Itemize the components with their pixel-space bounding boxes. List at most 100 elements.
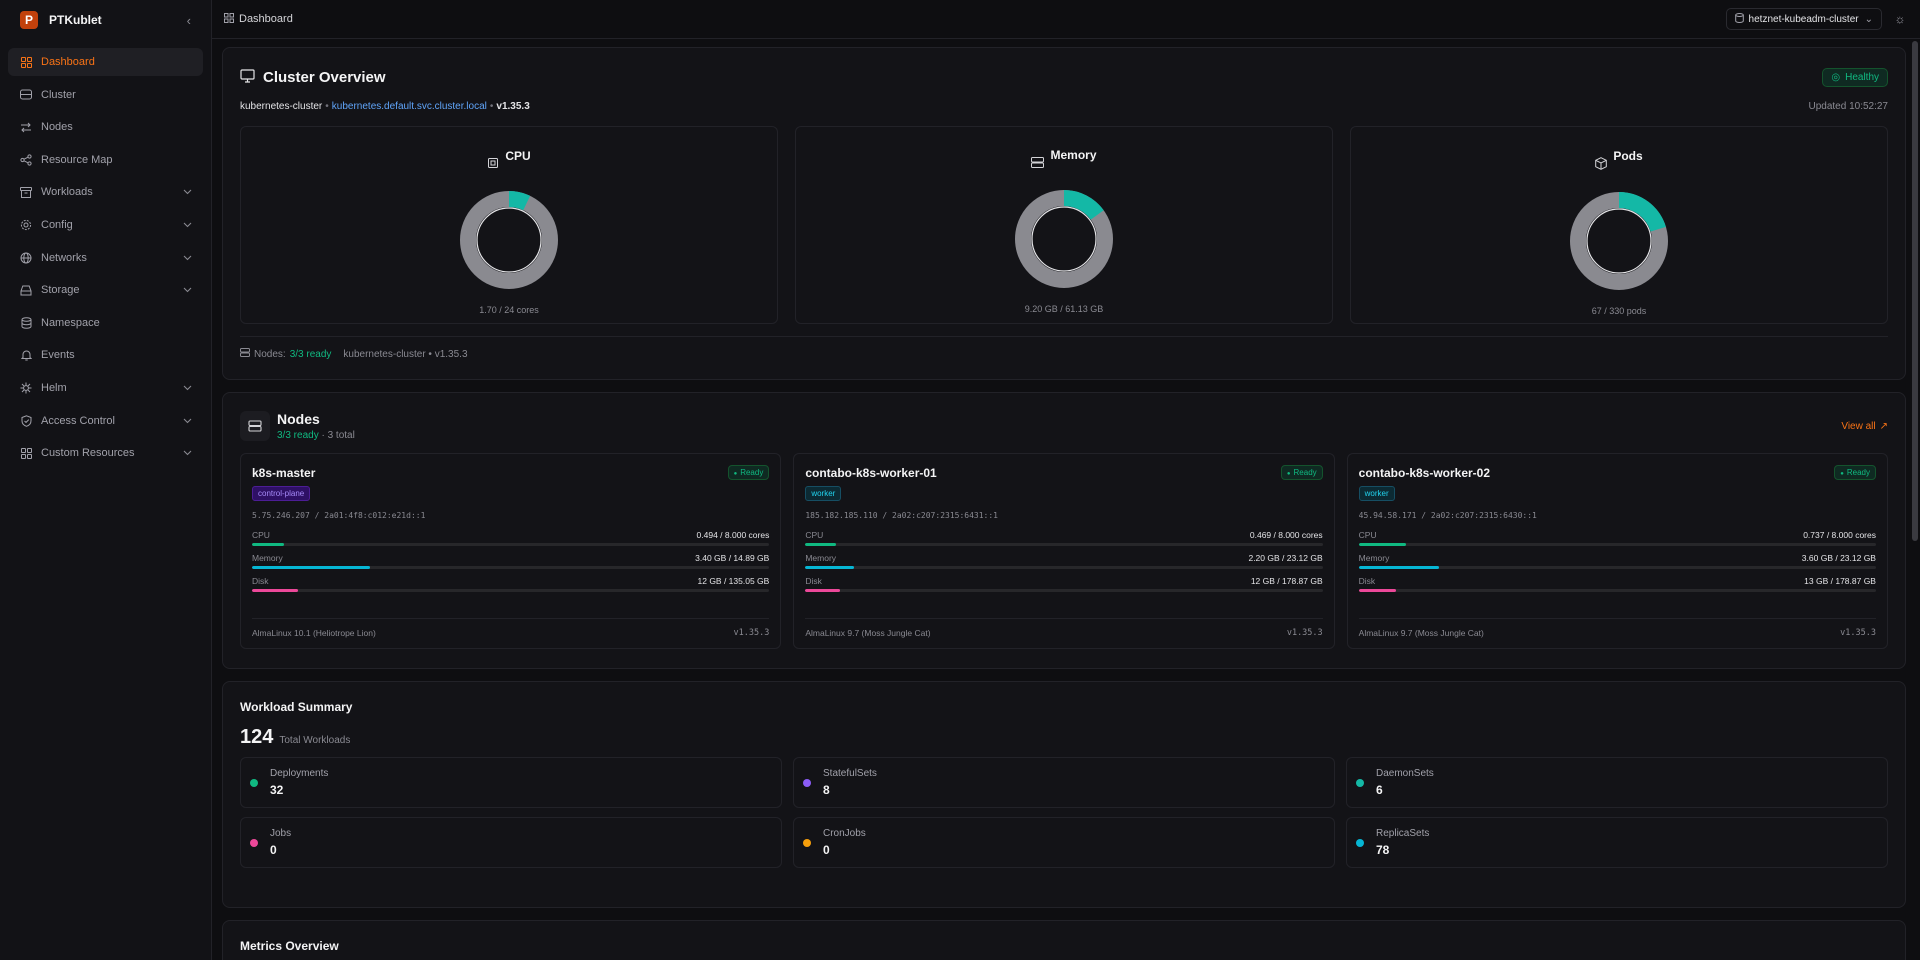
node-card[interactable]: contabo-k8s-worker-02 Ready worker 45.94.58…: [1346, 453, 1888, 649]
usage-bar: [252, 566, 770, 569]
nodes-ready-count: 3/3 ready: [277, 430, 319, 441]
usage-bar-fill: [1358, 543, 1407, 546]
usage-bar-fill: [805, 566, 855, 569]
workload-cronjobs[interactable]: CronJobs 0: [793, 817, 1335, 868]
node-kubelet-version: v1.35.3: [1840, 628, 1876, 638]
gauge-title: Pods: [1613, 149, 1643, 163]
resource-label: CPU: [805, 530, 824, 540]
sidebar-item-config[interactable]: Config: [8, 211, 203, 239]
workload-color-dot: [250, 778, 258, 787]
sidebar-item-label: Workloads: [41, 186, 93, 199]
workload-statefulsets[interactable]: StatefulSets 8: [793, 757, 1335, 808]
usage-bar-fill: [1358, 566, 1440, 569]
view-all-nodes-link[interactable]: View all ↗: [1841, 421, 1888, 432]
metrics-title: Metrics Overview: [240, 939, 339, 953]
donut-usage-arc: [1570, 192, 1668, 290]
node-cpu-usage: CPU 0.737 / 8.000 cores: [1358, 530, 1876, 546]
grid-icon: [19, 446, 33, 460]
gear-icon: [19, 218, 33, 232]
dashboard-icon: [224, 12, 234, 26]
node-role-badge: control-plane: [252, 486, 311, 501]
nodes-card: Nodes 3/3 ready · 3 total View all ↗ k8s…: [222, 392, 1906, 669]
workload-color-dot: [803, 778, 811, 787]
node-status-badge: Ready: [727, 465, 770, 480]
usage-bar: [1358, 543, 1876, 546]
node-ip-addresses: 185.182.185.110 / 2a02:c207:2315:6431::1: [805, 511, 998, 520]
sidebar-item-nodes[interactable]: Nodes: [8, 113, 203, 141]
chevron-down-icon: [183, 447, 192, 459]
workload-daemonsets[interactable]: DaemonSets 6: [1346, 757, 1888, 808]
workload-replicasets[interactable]: ReplicaSets 78: [1346, 817, 1888, 868]
brand: P PTKublet ‹: [0, 0, 211, 40]
node-card[interactable]: k8s-master Ready control-plane 5.75.246.207…: [240, 453, 782, 649]
node-cpu-usage: CPU 0.494 / 8.000 cores: [252, 530, 770, 546]
updated-time: Updated 10:52:27: [1808, 101, 1888, 112]
separator-dot: •: [325, 101, 329, 112]
usage-bar-fill: [252, 543, 285, 546]
sidebar-item-events[interactable]: Events: [8, 341, 203, 369]
workload-jobs[interactable]: Jobs 0: [240, 817, 782, 868]
sidebar-item-label: Resource Map: [41, 153, 113, 166]
sidebar-item-networks[interactable]: Networks: [8, 244, 203, 272]
gauge-pods: Pods 67 / 330 pods: [1350, 126, 1888, 324]
box-icon: [1595, 139, 1608, 173]
gauge-title: Memory: [1050, 148, 1097, 162]
donut-chart: [460, 191, 558, 289]
resource-label: Disk: [252, 576, 269, 586]
sidebar-item-namespace[interactable]: Namespace: [8, 309, 203, 337]
helm-icon: [19, 381, 33, 395]
theme-toggle-icon[interactable]: ☼: [1894, 12, 1906, 26]
usage-bar: [805, 566, 1323, 569]
sidebar-item-resource-map[interactable]: Resource Map: [8, 146, 203, 174]
node-card[interactable]: contabo-k8s-worker-01 Ready worker 185.182.…: [793, 453, 1335, 649]
node-role-badge: worker: [805, 486, 842, 501]
collapse-sidebar-icon[interactable]: ‹: [186, 12, 191, 28]
cluster-icon: [19, 88, 33, 102]
cluster-endpoint-link[interactable]: kubernetes.default.svc.cluster.local: [331, 101, 487, 112]
usage-bar-fill: [252, 589, 299, 592]
sidebar-item-label: Access Control: [41, 414, 115, 427]
sidebar-item-label: Cluster: [41, 88, 76, 101]
dashboard-icon: [19, 55, 33, 69]
workload-color-dot: [1356, 838, 1364, 847]
workload-label: StatefulSets: [823, 768, 877, 779]
gauge-cpu: CPU 1.70 / 24 cores: [240, 126, 778, 324]
sidebar-item-workloads[interactable]: Workloads: [8, 178, 203, 206]
sidebar-item-access-control[interactable]: Access Control: [8, 407, 203, 435]
sidebar-item-helm[interactable]: Helm: [8, 374, 203, 402]
workload-count: 78: [1376, 843, 1390, 857]
chevron-down-icon: [183, 382, 192, 394]
overview-title: Cluster Overview: [263, 69, 386, 86]
topbar: Dashboard hetznet-kubeadm-cluster ⌄ ☼: [212, 0, 1920, 39]
node-os: AlmaLinux 9.7 (Moss Jungle Cat): [805, 628, 931, 638]
memory-icon: [1031, 139, 1045, 171]
cluster-select[interactable]: hetznet-kubeadm-cluster ⌄: [1725, 8, 1882, 30]
shield-icon: [19, 414, 33, 428]
sidebar-item-dashboard[interactable]: Dashboard: [8, 48, 203, 76]
node-role-badge: worker: [1358, 486, 1395, 501]
workload-deployments[interactable]: Deployments 32: [240, 757, 782, 808]
usage-bar-fill: [805, 543, 836, 546]
donut-chart: [1570, 192, 1668, 290]
breadcrumb[interactable]: Dashboard: [224, 12, 293, 26]
sidebar-item-cluster[interactable]: Cluster: [8, 81, 203, 109]
monitor-icon: [240, 69, 255, 86]
workload-total: 124: [240, 726, 274, 748]
sidebar-item-storage[interactable]: Storage: [8, 276, 203, 304]
view-all-label: View all: [1841, 420, 1876, 432]
node-disk-usage: Disk 13 GB / 178.87 GB: [1358, 576, 1876, 592]
chevron-down-icon: [183, 252, 192, 264]
sidebar-item-label: Dashboard: [41, 56, 95, 68]
app-logo: P: [20, 11, 38, 29]
sidebar-item-custom-resources[interactable]: Custom Resources: [8, 439, 203, 467]
sidebar-item-label: Networks: [41, 251, 87, 264]
node-grid: k8s-master Ready control-plane 5.75.246.207…: [240, 453, 1888, 649]
usage-bar-fill: [1358, 589, 1397, 592]
node-os: AlmaLinux 10.1 (Heliotrope Lion): [252, 628, 376, 638]
content: Cluster Overview ◎ Healthy kubernetes-cl…: [212, 39, 1920, 960]
resource-label: Memory: [805, 553, 837, 563]
donut-usage-arc: [460, 191, 558, 289]
gauge-row: CPU 1.70 / 24 cores Memory 9.20 GB / 61.13 …: [240, 126, 1888, 324]
scrollbar[interactable]: [1912, 41, 1918, 541]
database-icon: [19, 316, 33, 330]
